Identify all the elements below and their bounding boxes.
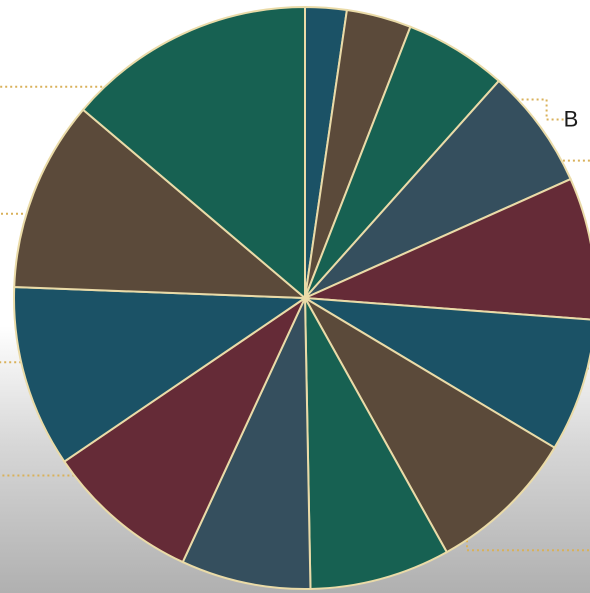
pie-slice-13	[81, 5, 306, 301]
leader-line-7	[466, 465, 590, 552]
pie-slice-8	[304, 297, 449, 590]
leader-line-3	[426, 98, 567, 121]
pie-slice-5	[304, 177, 590, 321]
pie-slice-9	[181, 297, 312, 590]
pie-slice-12	[13, 108, 308, 300]
pie-slices-layer	[13, 5, 590, 590]
slice-label-3: B	[564, 107, 579, 132]
slice-labels-layer: B	[564, 107, 579, 132]
pie-slice-11	[13, 285, 309, 463]
pie-slice-7	[302, 295, 556, 554]
pie-slice-4	[304, 79, 572, 299]
pie-slice-10	[62, 295, 308, 564]
pie-slice-6	[304, 297, 590, 450]
